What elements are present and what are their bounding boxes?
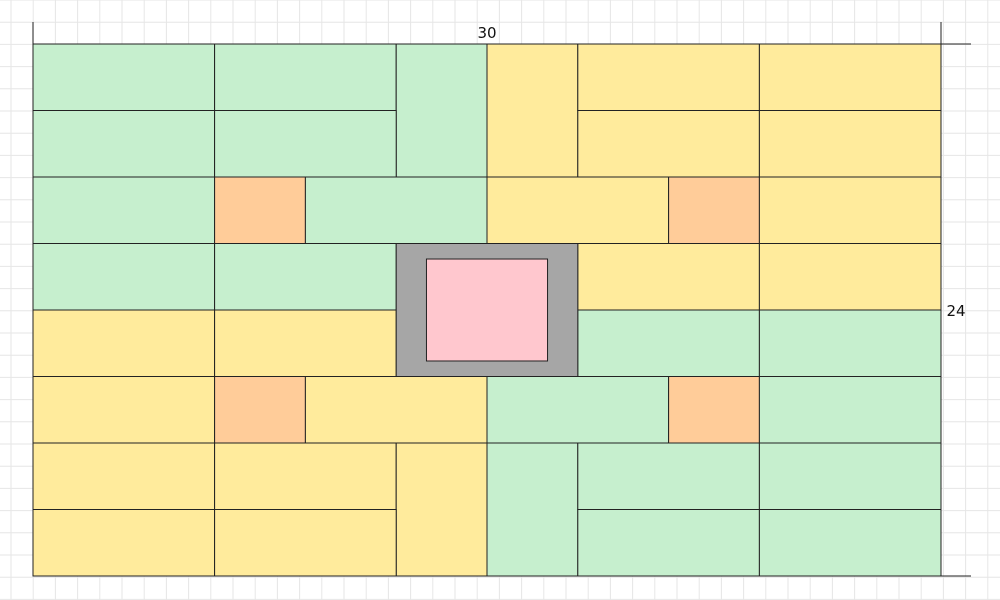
yellow-tile (577, 110, 760, 178)
green-tile (32, 243, 216, 311)
orange-tile (668, 376, 760, 444)
orange-tile (214, 176, 306, 244)
yellow-tile (577, 243, 760, 311)
yellow-tile (214, 442, 397, 510)
yellow-tile (486, 43, 579, 178)
green-tile (395, 43, 488, 178)
yellow-tile (486, 176, 670, 244)
orange-tile (214, 376, 306, 444)
green-tile (214, 110, 397, 178)
green-tile (758, 376, 942, 444)
yellow-tile (758, 243, 942, 311)
width-dimension-label: 30 (477, 24, 496, 42)
yellow-tile (577, 43, 760, 111)
yellow-tile (32, 509, 216, 577)
orange-tile (668, 176, 760, 244)
green-tile (577, 442, 760, 510)
yellow-tile (758, 43, 942, 111)
green-tile (577, 509, 760, 577)
green-tile (214, 243, 397, 311)
green-tile (577, 309, 760, 377)
height-dimension-label: 24 (946, 302, 965, 320)
yellow-tile (214, 309, 397, 377)
green-tile (758, 442, 942, 510)
tile-layout (32, 43, 942, 577)
center-feature (395, 243, 579, 377)
yellow-tile (395, 442, 488, 577)
green-tile (486, 442, 579, 577)
yellow-tile (32, 309, 216, 377)
yellow-tile (32, 442, 216, 510)
green-tile (758, 309, 942, 377)
green-tile (32, 176, 216, 244)
yellow-tile (758, 176, 942, 244)
yellow-tile (214, 509, 397, 577)
green-tile (32, 110, 216, 178)
green-tile (758, 509, 942, 577)
green-tile (214, 43, 397, 111)
green-tile (486, 376, 670, 444)
green-tile (304, 176, 488, 244)
yellow-tile (32, 376, 216, 444)
yellow-tile (758, 110, 942, 178)
dimension-markers: 30 24 (32, 22, 971, 577)
yellow-tile (304, 376, 488, 444)
pink-center-tile (425, 258, 549, 362)
green-tile (32, 43, 216, 111)
